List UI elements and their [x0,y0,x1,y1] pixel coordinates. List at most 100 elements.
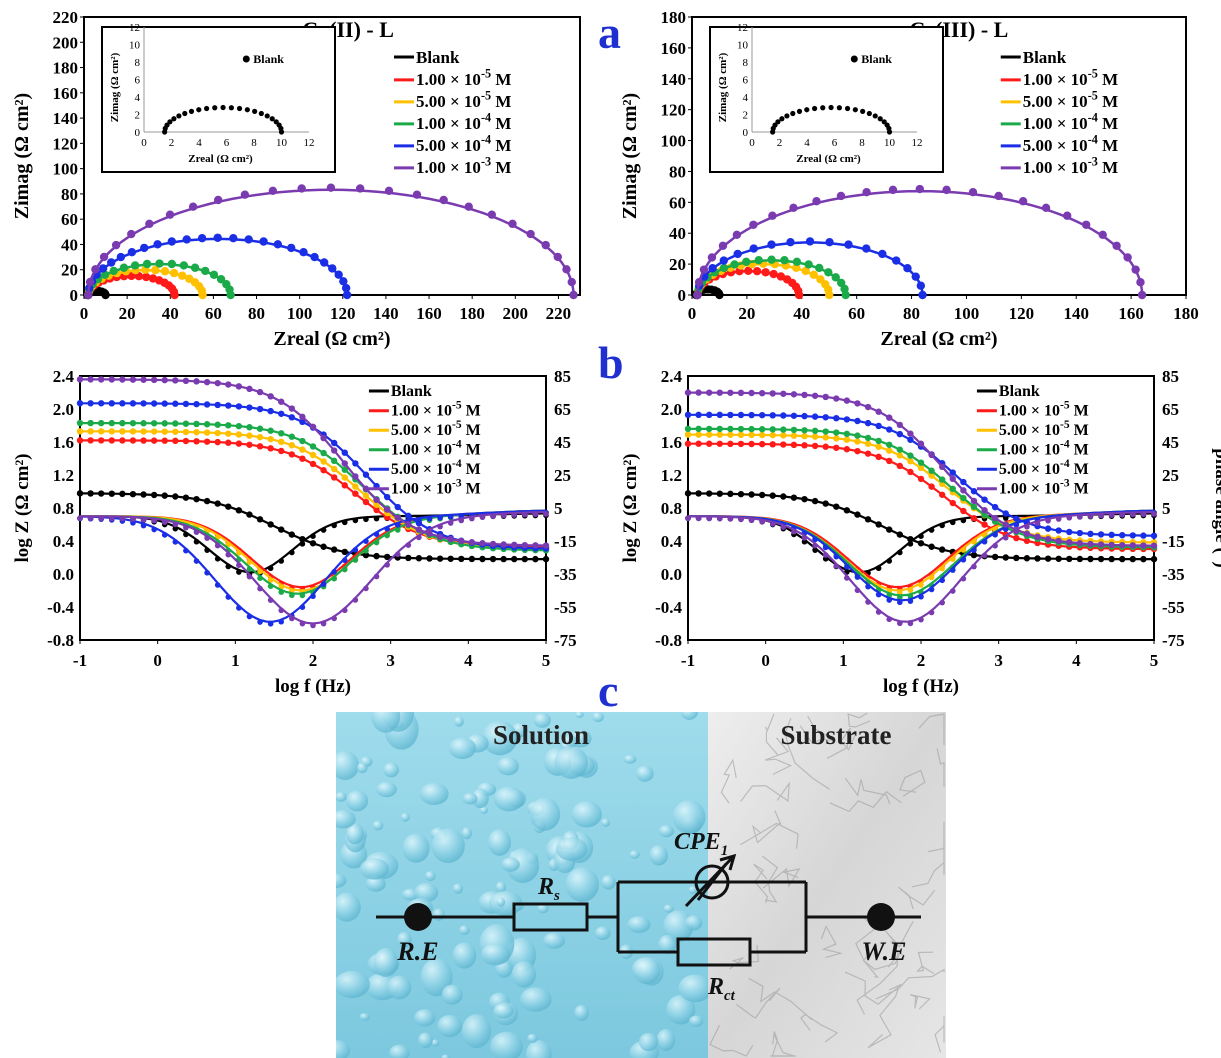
data-point-c1e4 [179,261,189,270]
data-point-c5e4 [107,258,116,267]
y-tick-label: 0.4 [53,532,75,551]
x-tick-label: 0 [688,304,697,323]
logz-point-c1e3 [532,542,539,549]
data-point-c1e5 [794,290,804,300]
legend-entry-c1e3-unit: M [1070,481,1089,498]
inset-data-point [188,108,195,114]
marble-vein [740,822,799,849]
inset-x-tick-label: 10 [884,137,896,149]
data-point-c5e4 [197,233,207,243]
phase-point-blank [331,522,337,529]
data-point-c1e3 [145,219,154,229]
phase-point-c5e5 [907,587,914,593]
phase-point-c1e4 [384,532,390,539]
logz-point-c1e3 [748,389,755,397]
data-point-c5e4 [273,240,283,249]
x-tick-label: 40 [793,304,810,323]
x-tick-label: -1 [681,651,695,670]
legend-entry-c5e5-exponent: -5 [481,88,491,102]
inset-y-tick-label: 4 [743,92,749,104]
data-point-c1e5 [134,272,144,281]
data-point-c1e3 [694,278,704,287]
data-point-c5e4 [140,243,149,253]
inset-data-point [220,104,226,111]
legend-entry-c1e4-mantissa: 1.00 × 10 [1023,114,1088,133]
logz-point-c1e5 [161,437,168,444]
data-point-c5e4 [287,243,296,253]
x-tick-label: 20 [119,304,136,323]
logz-point-blank [97,490,105,497]
logz-point-c1e4 [875,437,882,445]
data-point-c1e5 [769,269,778,279]
phase-point-c5e5 [257,568,263,575]
y-tick-label: 160 [661,39,687,58]
logz-point-c5e4 [119,400,126,407]
data-point-c1e3 [188,202,198,211]
logz-point-c1e3 [256,388,264,396]
phase-point-blank [801,538,808,545]
logz-point-c1e3 [76,376,84,383]
logz-point-c1e3 [352,473,359,480]
re-terminal [404,903,432,931]
logz-point-c1e3 [309,423,317,430]
inset-legend-label: Blank [861,52,892,66]
logz-point-c5e5 [833,435,840,442]
marble-vein [867,987,899,1049]
water-drop [678,974,713,1003]
inset-legend-label: Blank [253,52,284,66]
phase-point-c1e3 [437,523,443,530]
logz-point-blank [426,555,433,562]
phase-point-c5e4 [833,553,840,560]
data-point-c5e5 [198,290,207,300]
data-point-c5e4 [862,244,871,253]
data-point-c1e3 [91,265,100,274]
phase-point-blank [193,538,200,545]
logz-point-c5e5 [288,442,296,449]
water-drop [373,948,399,977]
logz-point-c5e4 [1150,532,1158,539]
legend-entry-c5e4-label: 5.00 × 10-4 M [999,458,1089,478]
phase-point-c5e4 [246,613,253,620]
logz-point-blank [970,551,978,559]
phase-point-c5e4 [183,547,189,554]
inset-data-point [877,116,883,122]
phase-point-c5e4 [1002,526,1009,532]
logz-point-c1e4 [737,425,745,433]
marble-vein [829,790,902,813]
logz-point-c1e3 [1055,537,1062,545]
phase-point-c5e4 [161,532,168,538]
legend-entry-c1e4-exponent: -4 [481,110,491,124]
logz-point-c1e5 [705,440,713,447]
logz-point-c5e4 [288,414,296,421]
data-point-c1e3 [1123,253,1132,262]
logz-point-blank [716,490,723,497]
phase-point-c1e4 [373,539,380,546]
marble-vein [875,968,945,1000]
logz-point-blank [1108,555,1115,563]
marble-vein [918,713,945,746]
series-line-c1e3 [696,189,1144,296]
legend-entry-c1e3-unit: M [491,158,511,177]
logz-point-c1e3 [320,434,327,442]
data-point-c1e3 [127,229,136,239]
water-drop [482,720,518,756]
phase-point-c1e3 [1151,511,1157,517]
logz-point-c1e3 [1140,542,1147,549]
y-tick-label: 180 [53,59,79,78]
water-drop [633,956,661,985]
logz-point-blank [521,555,529,563]
logz-point-c1e4 [833,429,840,436]
logz-point-blank [801,495,808,503]
legend-entry-c1e5-exponent: -5 [452,399,462,411]
data-point-c1e3 [768,211,777,220]
logz-point-c1e3 [801,391,808,399]
logz-point-blank [1044,555,1052,562]
logz-point-c1e5 [97,437,105,444]
logz-point-blank [193,495,200,503]
phase-point-blank [949,519,956,526]
phase-point-blank [204,547,210,553]
substrate-label: Substrate [780,720,891,750]
logz-point-c1e3 [970,497,978,505]
logz-point-c5e5 [119,428,126,435]
phase-point-c5e4 [447,514,454,520]
